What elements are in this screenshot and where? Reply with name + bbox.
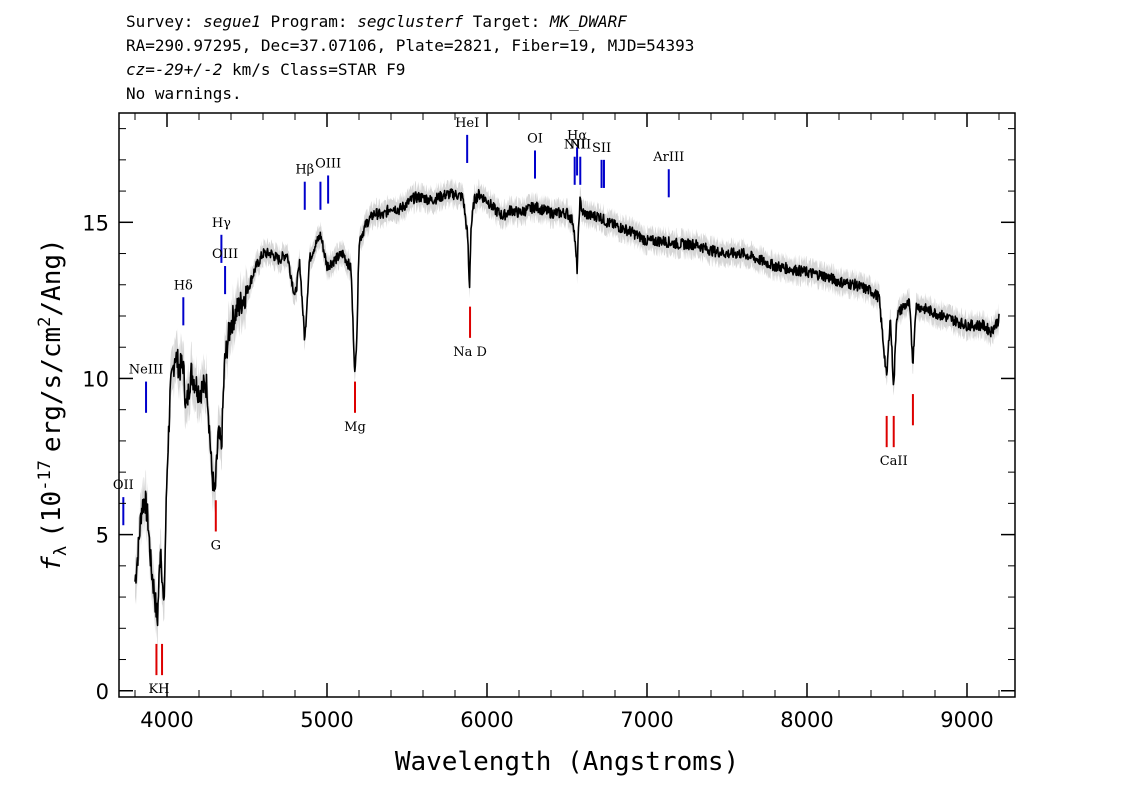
x-axis-title: Wavelength (Angstroms) bbox=[395, 747, 739, 777]
emission-line-label: NeIII bbox=[129, 363, 163, 378]
emission-line-label: OI bbox=[527, 131, 543, 146]
header-coords-line: RA=290.97295, Dec=37.07106, Plate=2821, … bbox=[126, 36, 695, 55]
emission-line-label: ArIII bbox=[652, 150, 684, 165]
absorption-line-label: KH bbox=[148, 682, 169, 697]
x-tick-label: 6000 bbox=[460, 708, 513, 732]
emission-line-label: NII bbox=[564, 138, 586, 153]
spectrum-line bbox=[134, 188, 1000, 627]
header-warnings-line: No warnings. bbox=[126, 84, 242, 103]
redshift-value: cz=-29+/-2 bbox=[126, 60, 223, 79]
plot-header: Survey: segue1 Program: segclusterf Targ… bbox=[126, 10, 694, 106]
target-name: MK_DWARF bbox=[549, 12, 627, 31]
emission-line-label: OIII bbox=[212, 247, 238, 262]
error-band-area bbox=[135, 178, 999, 648]
header-redshift-line: cz=-29+/-2 km/s Class=STAR F9 bbox=[126, 60, 406, 79]
plot-frame bbox=[118, 112, 1016, 698]
emission-line-label: SII bbox=[592, 141, 611, 156]
survey-name: segue1 bbox=[203, 12, 261, 31]
program-name: segclusterf bbox=[357, 12, 464, 31]
y-axis-title: fλ(10-17erg/s/cm2/Ang) bbox=[35, 238, 71, 571]
absorption-line-label: Na D bbox=[453, 345, 487, 360]
y-tick-label: 15 bbox=[82, 211, 109, 235]
emission-line-label: OII bbox=[113, 478, 134, 493]
absorption-line-label: CaII bbox=[880, 454, 908, 469]
x-tick-label: 5000 bbox=[300, 708, 353, 732]
spectrum-series bbox=[134, 188, 1000, 627]
absorption-line-label: G bbox=[211, 538, 221, 553]
emission-line-label: NII bbox=[569, 138, 591, 153]
y-tick-label: 0 bbox=[96, 680, 109, 704]
emission-line-label: OIII bbox=[315, 156, 341, 171]
x-tick-label: 7000 bbox=[620, 708, 673, 732]
x-tick-label: 8000 bbox=[780, 708, 833, 732]
x-tick-label: 9000 bbox=[940, 708, 993, 732]
y-tick-label: 5 bbox=[96, 524, 109, 548]
y-tick-label: 10 bbox=[82, 367, 109, 391]
emission-line-label: Hβ bbox=[295, 163, 314, 178]
axis-ticks: 4000 5000 6000 7000 8000 9000 0 5 10 15 bbox=[82, 113, 1015, 732]
emission-line-label: Hγ bbox=[212, 216, 231, 231]
emission-line-label: Hδ bbox=[174, 278, 193, 293]
error-band bbox=[135, 178, 999, 648]
x-tick-label: 4000 bbox=[140, 708, 193, 732]
emission-line-label: HeI bbox=[455, 116, 479, 131]
absorption-line-label: Mg bbox=[344, 420, 366, 435]
emission-line-label: Hα bbox=[567, 128, 587, 143]
header-survey-line: Survey: segue1 Program: segclusterf Targ… bbox=[126, 12, 627, 31]
